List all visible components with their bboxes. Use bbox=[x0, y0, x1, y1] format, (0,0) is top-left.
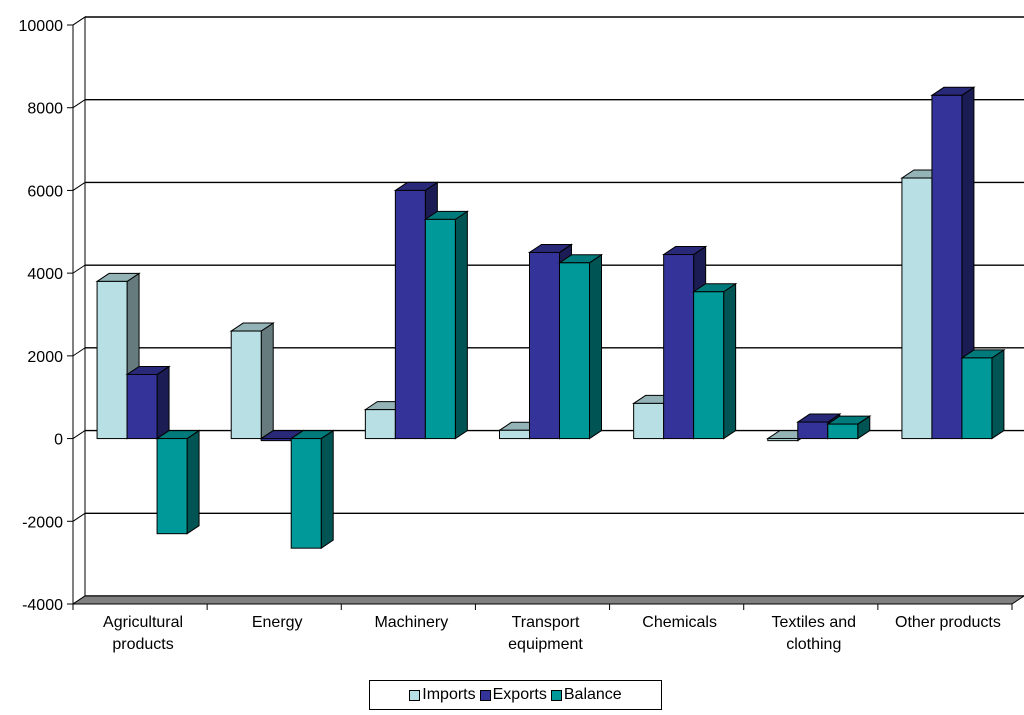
floor bbox=[71, 595, 1024, 605]
bar-exports bbox=[663, 254, 695, 440]
y-tick-label: 4000 bbox=[27, 266, 63, 283]
legend-swatch-imports bbox=[409, 689, 421, 701]
bar-balance bbox=[424, 218, 456, 440]
bar-balance-side bbox=[320, 429, 334, 550]
gridline-side bbox=[72, 182, 86, 191]
bar-balance bbox=[290, 438, 322, 549]
x-tick-label: Chemicals bbox=[642, 614, 717, 631]
side-wall bbox=[72, 16, 86, 605]
legend-item-balance: Balance bbox=[550, 686, 622, 704]
bar-balance-side bbox=[723, 282, 737, 440]
legend-item-exports: Exports bbox=[479, 686, 547, 704]
bar-imports bbox=[901, 177, 933, 440]
bar-imports bbox=[96, 280, 128, 440]
legend: Imports Exports Balance bbox=[369, 680, 662, 710]
y-tick-label: 2000 bbox=[27, 349, 63, 366]
x-tick-label: clothing bbox=[786, 636, 841, 653]
legend-item-imports: Imports bbox=[409, 686, 476, 704]
y-tick-label: 10000 bbox=[19, 18, 64, 35]
bar-balance-side bbox=[589, 253, 602, 440]
bar-exports bbox=[931, 94, 963, 440]
gridline-side bbox=[72, 430, 86, 439]
gridline-side bbox=[72, 16, 86, 26]
y-tick-label: -4000 bbox=[22, 597, 63, 614]
gridline-side bbox=[72, 264, 86, 274]
x-tick-label: Transport bbox=[512, 614, 580, 631]
legend-label-balance: Balance bbox=[563, 686, 622, 703]
y-tick-label: -2000 bbox=[22, 514, 63, 531]
bar-exports bbox=[797, 421, 829, 440]
gridline-side bbox=[72, 99, 86, 109]
bar-balance-side bbox=[454, 210, 468, 440]
x-tick-label: Machinery bbox=[374, 614, 448, 631]
chart-svg: -4000 -2000 0 2000 4000 6000 8000 10000 Agricult… bbox=[19, 16, 1024, 653]
x-tick-label: products bbox=[112, 636, 173, 653]
bar-imports bbox=[230, 330, 262, 440]
legend-label-exports: Exports bbox=[492, 686, 547, 703]
bar-balance bbox=[156, 438, 188, 535]
x-tick-label: Textiles and bbox=[772, 614, 857, 631]
bar-imports-side bbox=[260, 322, 274, 440]
bar-balance-side bbox=[991, 348, 1005, 440]
legend-label-imports: Imports bbox=[422, 686, 476, 703]
bar-exports bbox=[394, 189, 426, 440]
bar-imports bbox=[364, 409, 396, 440]
bar-imports bbox=[633, 402, 665, 440]
x-tick-label: equipment bbox=[508, 636, 583, 653]
legend-swatch-exports bbox=[479, 689, 491, 701]
y-tick-label: 0 bbox=[54, 432, 63, 449]
bar-balance bbox=[693, 291, 725, 440]
x-tick-label: Agricultural bbox=[103, 614, 183, 631]
y-tick-label: 8000 bbox=[27, 101, 63, 118]
bar-exports bbox=[529, 251, 560, 440]
y-tick-label: 6000 bbox=[27, 183, 63, 200]
bar-balance-side bbox=[186, 429, 200, 535]
bar-exports bbox=[260, 438, 292, 442]
bar-exports bbox=[126, 373, 158, 440]
bar-balance bbox=[559, 262, 590, 440]
bar-exports-side bbox=[156, 365, 170, 440]
bar-balance bbox=[827, 423, 859, 440]
gridline-side bbox=[72, 347, 86, 357]
x-tick-label: Other products bbox=[895, 614, 1001, 631]
bar-balance bbox=[961, 357, 993, 440]
bar-imports bbox=[767, 438, 799, 442]
x-tick-label: Energy bbox=[252, 614, 303, 631]
bar-imports bbox=[499, 429, 530, 440]
gridline-side bbox=[72, 512, 86, 522]
legend-swatch-balance bbox=[550, 689, 562, 701]
